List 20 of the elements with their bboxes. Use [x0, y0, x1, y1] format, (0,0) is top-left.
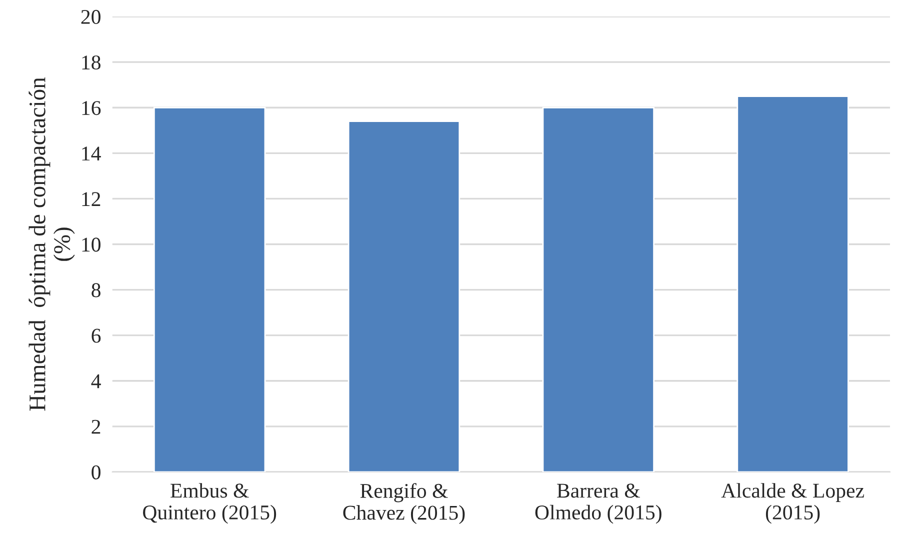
- bar: [542, 106, 654, 472]
- y-tick-label: 12: [82, 192, 100, 206]
- y-tick-label: 4: [91, 374, 101, 388]
- x-tick-label: Embus & Quintero (2015): [143, 483, 276, 524]
- y-tick-label: 0: [92, 465, 100, 480]
- y-tick-label: 10: [82, 238, 100, 252]
- x-tick-label: Alcalde & Lopez (2015): [721, 483, 864, 524]
- y-tick-label: 6: [92, 328, 101, 343]
- bar: [153, 106, 266, 472]
- y-tick-label: 18: [82, 55, 100, 70]
- y-tick-label: 14: [82, 146, 101, 160]
- y-tick-label: 20: [81, 10, 100, 24]
- y-axis-title: Humedad óptima de compactación (%): [28, 77, 75, 411]
- bar: [736, 96, 849, 472]
- y-tick-label: 2: [92, 420, 100, 434]
- x-tick-label: Barrera & Olmedo (2015): [535, 484, 662, 524]
- y-tick-label: 16: [82, 101, 101, 116]
- y-tick-label: 8: [92, 283, 100, 298]
- x-tick-label: Rengifo & Chavez (2015): [343, 483, 465, 524]
- bar: [348, 120, 460, 472]
